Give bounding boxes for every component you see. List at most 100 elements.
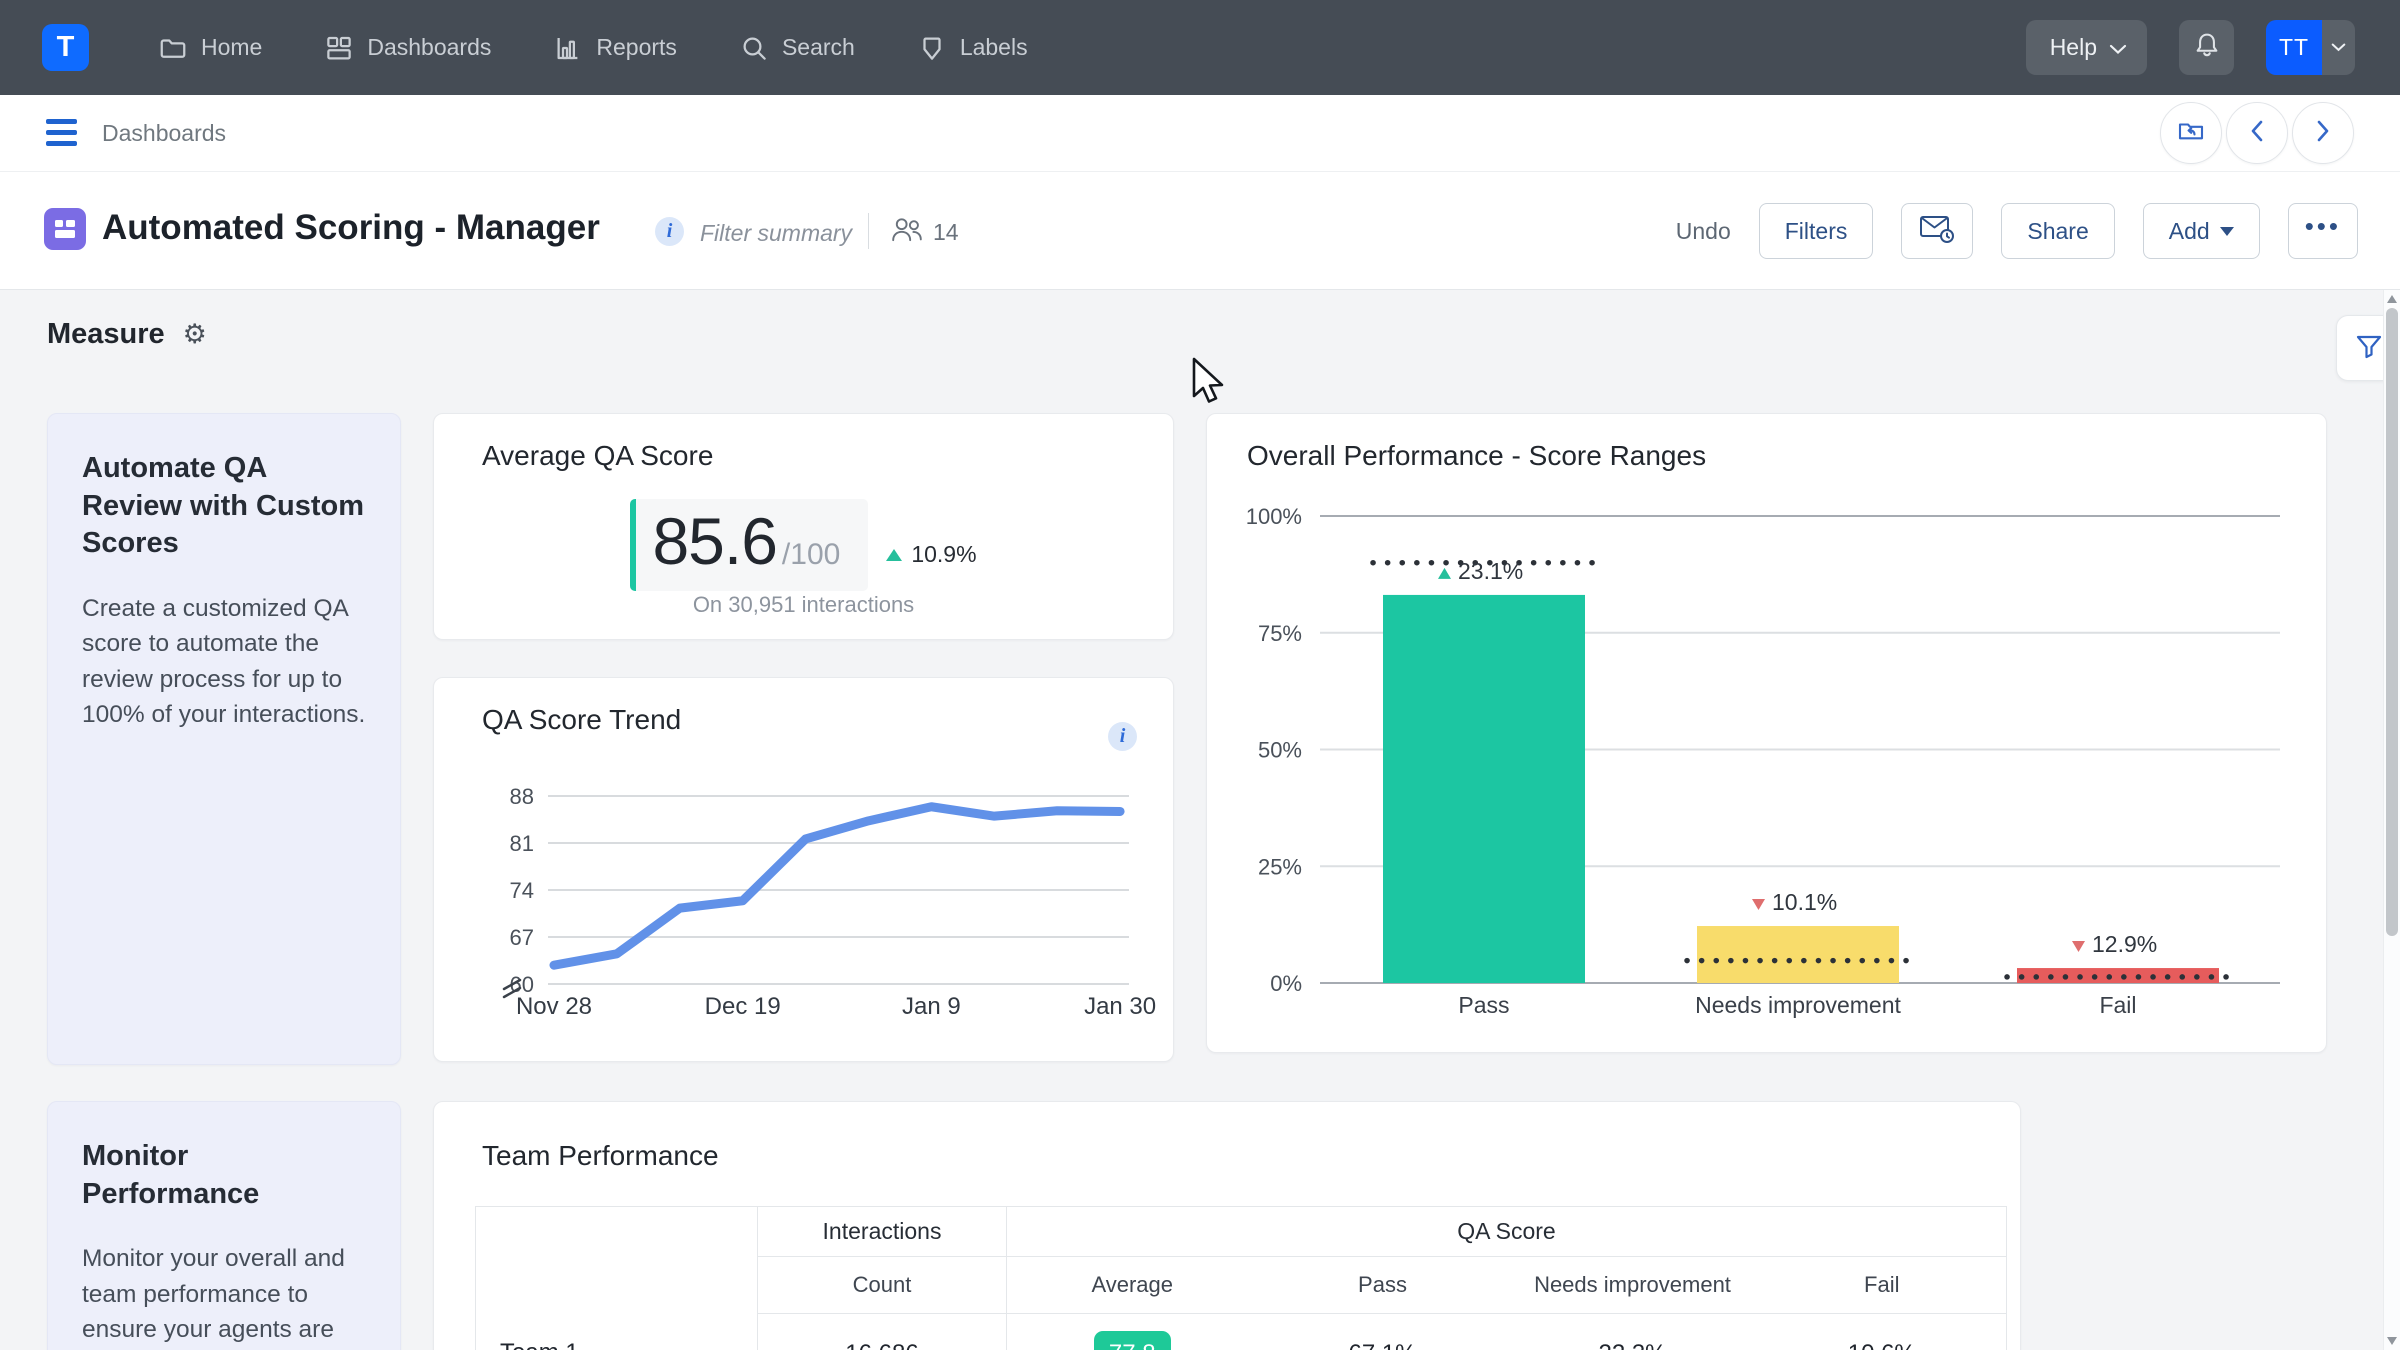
label-icon <box>917 33 947 63</box>
notifications-button[interactable] <box>2179 20 2234 75</box>
gear-icon[interactable]: ⚙ <box>183 319 207 350</box>
page-title: Automated Scoring - Manager <box>102 208 600 248</box>
people-icon <box>890 216 924 249</box>
kpi-subtitle: On 30,951 interactions <box>434 592 1173 618</box>
move-to-folder-button[interactable] <box>2160 102 2222 164</box>
add-button[interactable]: Add <box>2143 203 2260 259</box>
pass-cell: 67.1% <box>1258 1314 1508 1350</box>
average-cell: 77.8 <box>1007 1314 1258 1350</box>
chevron-right-icon <box>2312 118 2334 149</box>
nav-item-label: Reports <box>596 34 677 61</box>
next-button[interactable] <box>2292 102 2354 164</box>
svg-text:Fail: Fail <box>2099 992 2136 1018</box>
breadcrumb-actions <box>2160 102 2354 164</box>
column-header-needs-improvement: Needs improvement <box>1508 1257 1758 1314</box>
breadcrumb-bar: Dashboards <box>0 95 2400 172</box>
nav-item-home[interactable]: Home <box>158 33 262 63</box>
chevron-down-icon <box>2109 34 2127 61</box>
promo-card-monitor-performance: Monitor Performance Monitor your overall… <box>47 1101 401 1350</box>
card-title: Overall Performance - Score Ranges <box>1247 440 1706 472</box>
svg-text:25%: 25% <box>1258 854 1302 879</box>
menu-toggle-icon[interactable] <box>46 119 77 152</box>
team-performance-table: Interactions QA Score Count Average Pass… <box>475 1206 2007 1350</box>
user-menu[interactable]: TT <box>2266 20 2355 75</box>
column-header-average: Average <box>1007 1257 1258 1314</box>
scrollbar-up-arrow[interactable] <box>2387 295 2397 303</box>
column-header-count: Count <box>758 1257 1007 1314</box>
app-logo[interactable]: T <box>42 24 89 71</box>
qa-score-trend-plot: 8881746760Nov 28Dec 19Jan 9Jan 30 <box>434 773 1175 1023</box>
help-label: Help <box>2050 34 2097 61</box>
nav-item-label: Labels <box>960 34 1028 61</box>
info-icon[interactable]: i <box>655 217 684 246</box>
team-name-cell: Team 1 <box>476 1314 758 1350</box>
breadcrumb[interactable]: Dashboards <box>102 95 226 172</box>
svg-text:Needs improvement: Needs improvement <box>1695 992 1901 1018</box>
table-corner-cell <box>476 1207 758 1314</box>
card-title: Average QA Score <box>482 440 713 472</box>
svg-text:12.9%: 12.9% <box>2092 931 2157 957</box>
viewers-count[interactable]: 14 <box>890 216 959 249</box>
svg-text:10.1%: 10.1% <box>1772 889 1837 915</box>
column-header-pass: Pass <box>1258 1257 1508 1314</box>
column-group-qa-score: QA Score <box>1007 1207 2007 1257</box>
app-logo-letter: T <box>57 31 75 64</box>
previous-button[interactable] <box>2226 102 2288 164</box>
dashboard-content: Measure ⚙ Automate QA Review with Custom… <box>0 290 2400 1350</box>
undo-button[interactable]: Undo <box>1676 218 1731 245</box>
top-navigation-bar: T Home Dashboards Reports <box>0 0 2400 95</box>
fail-cell: 10.6% <box>1758 1314 2007 1350</box>
chevron-left-icon <box>2246 118 2268 149</box>
kpi-value-block: 85.6 /100 <box>630 499 868 591</box>
svg-text:100%: 100% <box>1246 504 1302 529</box>
svg-text:Dec 19: Dec 19 <box>705 993 781 1020</box>
nav-item-reports[interactable]: Reports <box>553 33 677 63</box>
nav-item-dashboards[interactable]: Dashboards <box>324 33 491 63</box>
folder-icon <box>158 33 188 63</box>
team-average-badge: 77.8 <box>1094 1331 1171 1350</box>
app-screen: T Home Dashboards Reports <box>0 0 2400 1350</box>
svg-text:Pass: Pass <box>1458 992 1509 1018</box>
svg-text:81: 81 <box>510 831 534 856</box>
needs-improvement-cell: 22.3% <box>1508 1314 1758 1350</box>
vertical-scrollbar[interactable] <box>2383 290 2400 1350</box>
schedule-email-button[interactable] <box>1901 203 1973 259</box>
viewers-count-value: 14 <box>933 219 959 246</box>
column-group-interactions: Interactions <box>758 1207 1007 1257</box>
dashboards-icon <box>324 33 354 63</box>
qa-score-trend-card: QA Score Trend i 8881746760Nov 28Dec 19J… <box>433 677 1174 1062</box>
caret-down-icon <box>2220 227 2234 236</box>
filters-button-label: Filters <box>1785 218 1848 245</box>
dashboard-header: Automated Scoring - Manager i Filter sum… <box>0 172 2400 290</box>
share-button[interactable]: Share <box>2001 203 2114 259</box>
funnel-icon <box>2354 331 2384 366</box>
section-header: Measure ⚙ <box>47 318 207 351</box>
triangle-up-icon <box>886 549 902 561</box>
svg-text:67: 67 <box>510 925 534 950</box>
help-button[interactable]: Help <box>2026 20 2147 75</box>
more-options-button[interactable]: ••• <box>2288 203 2358 259</box>
kpi-delta: 10.9% <box>886 541 976 568</box>
overall-performance-card: Overall Performance - Score Ranges 100% 7… <box>1206 413 2327 1053</box>
scrollbar-down-arrow[interactable] <box>2387 1337 2397 1345</box>
card-title: QA Score Trend <box>482 704 681 736</box>
more-options-icon: ••• <box>2305 213 2341 249</box>
svg-text:Nov 28: Nov 28 <box>516 993 592 1020</box>
promo-card-automate-qa: Automate QA Review with Custom Scores Cr… <box>47 413 401 1065</box>
nav-item-search[interactable]: Search <box>739 33 855 63</box>
divider <box>868 213 869 249</box>
nav-right-cluster: Help TT <box>2026 20 2355 75</box>
nav-item-labels[interactable]: Labels <box>917 33 1028 63</box>
scrollbar-thumb[interactable] <box>2386 308 2398 936</box>
svg-text:75%: 75% <box>1258 621 1302 646</box>
filters-button[interactable]: Filters <box>1759 203 1874 259</box>
info-icon[interactable]: i <box>1108 722 1137 751</box>
filter-summary-link[interactable]: Filter summary <box>700 220 852 247</box>
kpi-denominator: /100 <box>782 538 840 572</box>
promo-card-title: Automate QA Review with Custom Scores <box>82 450 366 563</box>
table-row: Team 1 16,686 77.8 67.1% 22.3% 10.6% <box>476 1314 2007 1350</box>
svg-text:88: 88 <box>510 784 534 809</box>
promo-card-body: Create a customized QA score to automate… <box>82 591 366 732</box>
dashboard-actions: Undo Filters Share Add ••• <box>1676 203 2358 259</box>
avatar: TT <box>2266 20 2322 75</box>
